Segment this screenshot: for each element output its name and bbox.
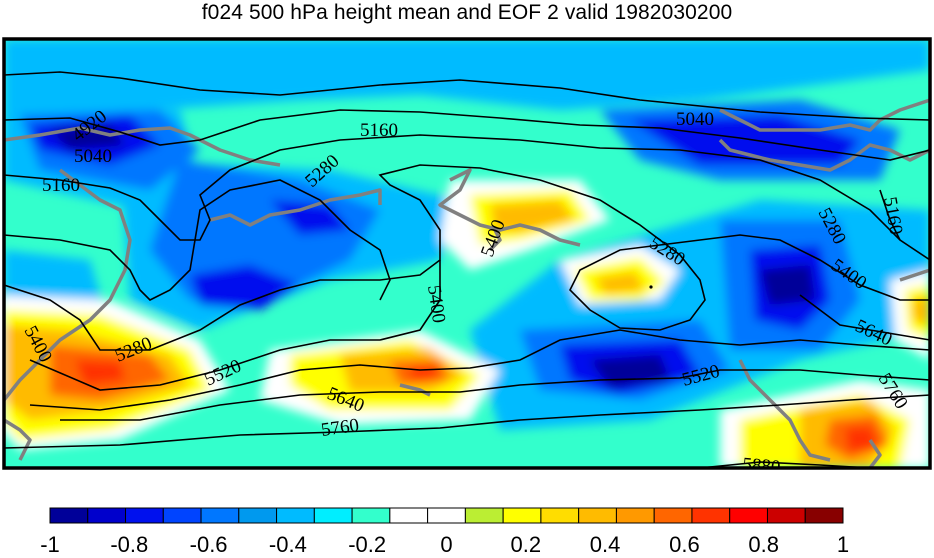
- colorbar-swatch: [578, 507, 617, 524]
- colorbar-swatch: [653, 507, 693, 524]
- colorbar-swatch: [691, 507, 731, 524]
- colorbar-swatch: [427, 507, 466, 524]
- colorbar-tick-label: 0.4: [589, 532, 621, 557]
- contour-label: 5880: [742, 454, 782, 478]
- colorbar: [49, 507, 844, 524]
- eof-shading: 4920 5040 5160 5160 5280 5400 5040 5160 …: [4, 39, 930, 478]
- map-title: f024 500 hPa height mean and EOF 2 valid…: [201, 1, 733, 24]
- map-frame: [2, 37, 932, 470]
- colorbar-swatch: [540, 507, 580, 524]
- colorbar-swatch: [49, 507, 89, 524]
- contour-label: 5160: [360, 120, 398, 141]
- colorbar-swatch: [804, 507, 844, 524]
- colorbar-swatch: [351, 507, 391, 524]
- colorbar-tick-label: -0.6: [189, 532, 228, 557]
- colorbar-swatch: [276, 507, 315, 524]
- colorbar-swatch: [766, 507, 806, 524]
- colorbar-swatch: [615, 507, 655, 524]
- colorbar-swatch: [162, 507, 202, 524]
- contour-label: 5040: [676, 109, 714, 130]
- colorbar-swatch: [729, 507, 768, 524]
- contour-label: 5400: [423, 284, 449, 325]
- colorbar-tick-label: 1: [836, 532, 850, 557]
- colorbar-swatch: [200, 507, 240, 524]
- contour-label: 5040: [74, 146, 112, 167]
- colorbar-swatch: [502, 507, 542, 524]
- contour-label: 5760: [320, 415, 361, 441]
- colorbar-swatch: [238, 507, 278, 524]
- colorbar-swatch: [464, 507, 504, 524]
- colorbar-tick-label: 0.6: [669, 532, 700, 557]
- colorbar-tick-label: -1: [40, 532, 60, 557]
- colorbar-swatch: [125, 507, 164, 524]
- colorbar-swatch: [389, 507, 429, 524]
- colorbar-tick-label: 0: [440, 532, 453, 557]
- colorbar-swatch: [87, 507, 127, 524]
- colorbar-tick-label: 0.8: [748, 532, 779, 557]
- colorbar-tick-label: -0.4: [268, 532, 307, 557]
- contour-label: 5160: [42, 175, 80, 196]
- colorbar-tick-label: -0.8: [110, 532, 149, 557]
- height-contours: [4, 71, 930, 468]
- colorbar-tick-label: 0.2: [510, 532, 542, 557]
- colorbar-tick-label: -0.2: [348, 532, 387, 557]
- colorbar-swatch: [313, 507, 353, 524]
